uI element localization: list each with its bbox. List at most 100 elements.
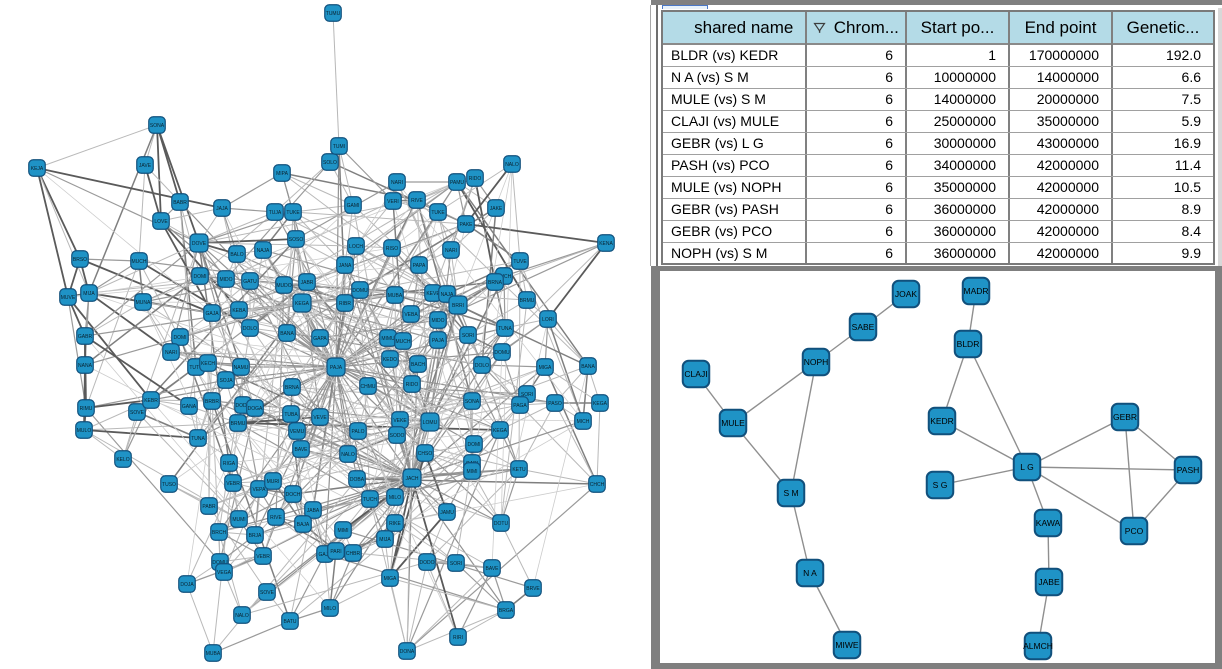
svg-text:JOAK: JOAK [895,289,918,299]
svg-text:CHSO: CHSO [418,451,433,457]
svg-text:JANA: JANA [339,263,352,269]
svg-text:LORI: LORI [542,317,554,323]
svg-text:GEBR: GEBR [1113,412,1137,422]
svg-text:NOPH: NOPH [804,357,829,367]
svg-text:TUNA: TUNA [191,436,205,442]
svg-text:BRRI: BRRI [452,303,464,309]
svg-text:NARI: NARI [391,180,403,186]
svg-text:BRMU: BRMU [520,298,535,304]
svg-text:PAJA: PAJA [330,365,343,371]
svg-text:KEGA: KEGA [593,401,608,407]
svg-text:NALO: NALO [235,613,249,619]
svg-text:TUCH: TUCH [363,497,377,503]
svg-text:TUMI: TUMI [333,144,345,150]
svg-text:TUMU: TUMU [326,11,341,17]
svg-text:MUNA: MUNA [136,300,151,306]
svg-text:MUCH: MUCH [132,259,147,265]
svg-text:MIPA: MIPA [276,171,289,177]
svg-text:PASO: PASO [548,401,562,407]
svg-text:NANA: NANA [78,363,93,369]
svg-text:MULO: MULO [77,428,92,434]
svg-text:BAJA: BAJA [297,522,310,528]
svg-text:DOGA: DOGA [248,406,263,412]
svg-text:SOSO: SOSO [289,237,304,243]
svg-text:BANA: BANA [280,331,294,337]
svg-text:PAMU: PAMU [450,180,464,186]
svg-text:S G: S G [933,480,948,490]
svg-text:GAJA: GAJA [205,311,219,317]
svg-text:SABE: SABE [852,322,875,332]
svg-text:SONA: SONA [465,399,480,405]
svg-text:DONA: DONA [400,649,415,655]
svg-text:CHCH: CHCH [497,274,512,280]
svg-text:LOVE: LOVE [154,219,168,225]
svg-text:NAJA: NAJA [257,248,270,254]
svg-text:DOTU: DOTU [494,521,509,527]
svg-text:RIDO: RIDO [406,382,419,388]
svg-text:KECH: KECH [201,361,215,367]
svg-text:BRCH: BRCH [212,530,227,536]
svg-text:VEBA: VEBA [404,312,418,318]
svg-text:PCO: PCO [1125,526,1144,536]
svg-text:DOLO: DOLO [475,363,489,369]
svg-text:DODO: DODO [236,403,251,409]
svg-text:VEBR: VEBR [226,481,240,487]
svg-text:TUJA: TUJA [269,210,282,216]
svg-text:MIJA: MIJA [379,537,391,543]
svg-text:RIGA: RIGA [223,461,236,467]
svg-text:GANA: GANA [182,404,197,410]
svg-text:KEGA: KEGA [493,428,508,434]
svg-text:TUNA: TUNA [498,326,512,332]
svg-text:BRNA: BRNA [488,280,503,286]
svg-text:PAGA: PAGA [513,403,527,409]
svg-text:CLAJI: CLAJI [684,369,707,379]
svg-text:SORI: SORI [462,333,474,339]
svg-text:DOBA: DOBA [350,477,365,483]
svg-text:VEPA: VEPA [253,487,267,493]
svg-text:L G: L G [1020,462,1033,472]
svg-text:MURI: MURI [267,479,280,485]
svg-text:JAJA: JAJA [216,206,228,212]
svg-text:LOCH: LOCH [349,244,363,250]
svg-text:JAMU: JAMU [440,510,454,516]
svg-text:TUBA: TUBA [284,412,298,418]
svg-text:PAJA: PAJA [432,338,445,344]
svg-text:NARI: NARI [165,350,177,356]
svg-text:BRSO: BRSO [73,257,87,263]
svg-text:BALO: BALO [230,252,243,258]
svg-text:BATU: BATU [284,619,297,625]
svg-text:SOVE: SOVE [260,590,275,596]
svg-text:TUVE: TUVE [513,259,527,265]
svg-text:MUVE: MUVE [61,295,76,301]
svg-text:CHCH: CHCH [590,482,605,488]
svg-text:KAWA: KAWA [1036,518,1061,528]
svg-text:JABA: JABA [307,508,320,514]
svg-text:KELO: KELO [116,457,129,463]
svg-text:BRMU: BRMU [231,421,246,427]
svg-text:BAVE: BAVE [295,447,309,453]
svg-text:RIBR: RIBR [339,301,351,307]
svg-text:RISO: RISO [386,246,398,252]
svg-text:DODO: DODO [420,560,435,566]
svg-text:MUBA: MUBA [206,651,221,657]
svg-text:DOMI: DOMI [173,335,186,341]
svg-text:KEBR: KEBR [144,398,158,404]
svg-text:PARI: PARI [330,549,341,555]
svg-text:TUKE: TUKE [431,210,445,216]
svg-text:TUTU: TUTU [189,365,203,371]
svg-text:VEMU: VEMU [290,429,305,435]
svg-text:NAJA: NAJA [441,292,454,298]
svg-text:KEDR: KEDR [930,416,954,426]
svg-text:BABR: BABR [173,200,187,206]
svg-text:DOMU: DOMU [352,288,368,294]
svg-text:JAVE: JAVE [139,163,152,169]
svg-text:BRBR: BRBR [205,399,219,405]
svg-text:RIMU: RIMU [80,406,93,412]
svg-text:BRJA: BRJA [249,533,262,539]
svg-text:MUCH: MUCH [396,339,411,345]
svg-text:CHBR: CHBR [346,551,361,557]
svg-text:VERI: VERI [387,199,399,205]
svg-text:NALO: NALO [341,452,355,458]
svg-text:DOMI: DOMI [467,442,480,448]
svg-text:LOMU: LOMU [423,420,438,426]
